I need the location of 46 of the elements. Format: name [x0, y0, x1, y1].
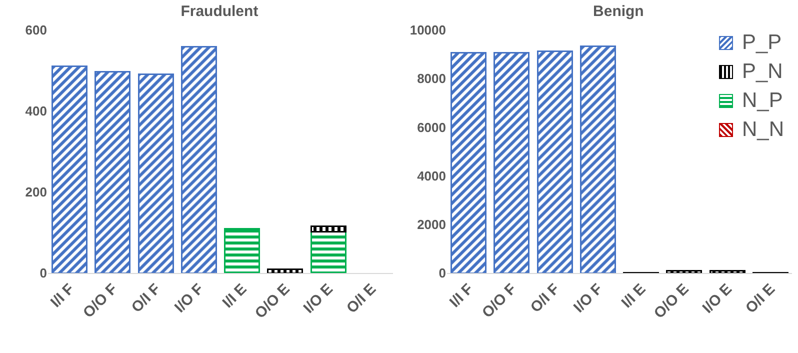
bar: [52, 65, 88, 273]
x-tick-label: I/O E: [300, 280, 336, 317]
x-tick-label: O/I E: [742, 280, 779, 317]
bar: [94, 70, 131, 273]
legend-label: P_P: [742, 30, 782, 54]
x-tick-label: I/O E: [699, 280, 736, 317]
legend-label: N_N: [742, 118, 784, 142]
x-tick-label: O/I F: [527, 280, 563, 316]
x-tick-label: O/O E: [252, 280, 294, 322]
bar: [536, 50, 573, 273]
y-tick-label: 600: [25, 22, 47, 38]
y-tick-label: 10000: [410, 22, 446, 38]
bar: [450, 52, 487, 273]
legend-label: N_P: [742, 88, 783, 112]
bar: [267, 268, 304, 273]
x-tick-label: I/O F: [171, 280, 208, 316]
y-tick-label: 400: [25, 104, 47, 119]
bar: [310, 225, 346, 232]
chart-title: Fraudulent: [180, 2, 258, 20]
bar: [494, 52, 530, 273]
y-tick-label: 2000: [417, 216, 446, 232]
y-tick-label: 0: [40, 266, 47, 281]
bar: [580, 46, 616, 273]
y-tick-label: 200: [25, 184, 47, 200]
bar: [180, 46, 217, 273]
x-tick-label: O/I E: [343, 280, 380, 317]
y-tick-label: 8000: [417, 71, 446, 86]
bar: [224, 228, 260, 273]
y-tick-label: 6000: [417, 120, 446, 135]
x-tick-label: I/I F: [446, 280, 477, 311]
y-tick-label: 4000: [417, 168, 446, 184]
x-tick-label: I/I E: [219, 280, 250, 312]
x-tick-label: I/O F: [570, 280, 606, 316]
x-tick-label: O/O F: [80, 280, 121, 322]
bar: [138, 73, 174, 273]
x-tick-label: O/O E: [650, 280, 692, 322]
x-tick-label: O/I F: [128, 280, 164, 316]
bar: [709, 270, 746, 273]
legend-label: P_N: [742, 60, 783, 84]
chart-title: Benign: [593, 2, 644, 20]
x-tick-label: I/I E: [618, 280, 650, 312]
x-tick-label: I/I F: [47, 280, 78, 311]
bar: [666, 270, 702, 273]
bar: [310, 230, 346, 273]
x-tick-label: O/O F: [478, 280, 520, 322]
y-tick-label: 0: [438, 266, 446, 281]
